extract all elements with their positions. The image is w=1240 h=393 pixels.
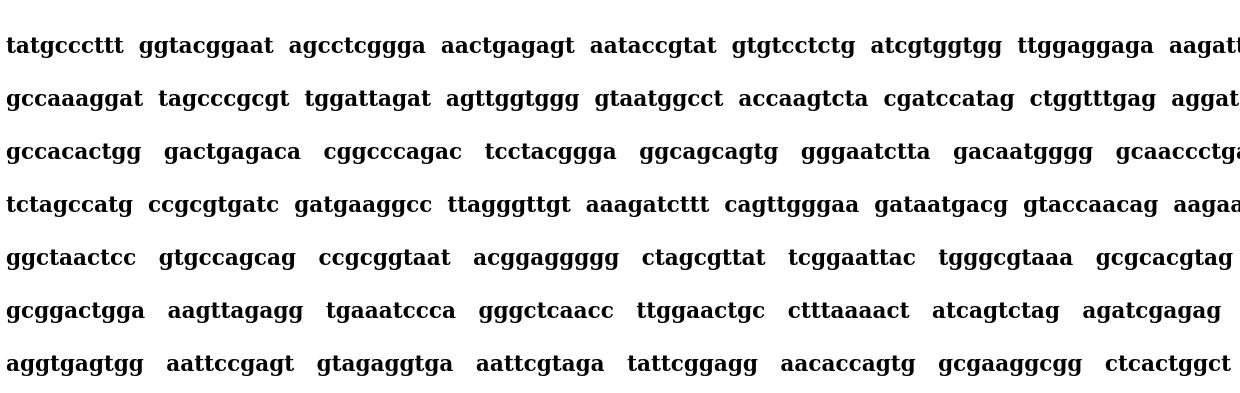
Text: tctagccatg  ccgcgtgatc  gatgaaggcc  ttagggttgt  aaagatcttt  cagttgggaa  gataatga: tctagccatg ccgcgtgatc gatgaaggcc ttagggt…	[6, 195, 1240, 217]
Text: gccaaaggat  tagcccgcgt  tggattagat  agttggtggg  gtaatggcct  accaagtcta  cgatccat: gccaaaggat tagcccgcgt tggattagat agttggt…	[6, 89, 1240, 111]
Text: gcggactgga   aagttagagg   tgaaatccca   gggctcaacc   ttggaactgc   ctttaaaact   at: gcggactgga aagttagagg tgaaatccca gggctca…	[6, 301, 1221, 323]
Text: gccacactgg   gactgagaca   cggcccagac   tcctacggga   ggcagcagtg   gggaatctta   ga: gccacactgg gactgagaca cggcccagac tcctacg…	[6, 142, 1240, 164]
Text: aggtgagtgg   aattccgagt   gtagaggtga   aattcgtaga   tattcggagg   aacaccagtg   gc: aggtgagtgg aattccgagt gtagaggtga aattcgt…	[6, 354, 1231, 376]
Text: tatgcccttt  ggtacggaat  agcctcggga  aactgagagt  aataccgtat  gtgtcctctg  atcgtggt: tatgcccttt ggtacggaat agcctcggga aactgag…	[6, 36, 1240, 58]
Text: ggctaactcc   gtgccagcag   ccgcggtaat   acggaggggg   ctagcgttat   tcggaattac   tg: ggctaactcc gtgccagcag ccgcggtaat acggagg…	[6, 248, 1234, 270]
